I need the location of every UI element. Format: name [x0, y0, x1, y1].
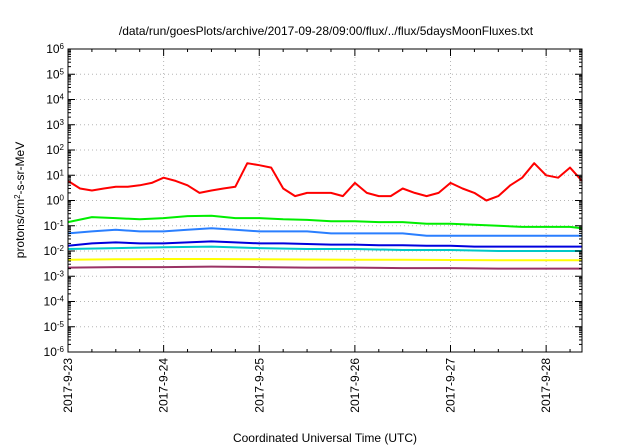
y-tick-label: 101 — [46, 168, 64, 183]
x-tick-label: 2017-9-27 — [444, 358, 458, 413]
y-tick-label-base: 10 — [46, 118, 60, 132]
series-line-1 — [67, 162, 583, 202]
series-line-3 — [67, 227, 582, 237]
x-axis: 2017-9-23 2017-9-24 2017-9-25 2017-9-26 2017… — [61, 49, 571, 413]
y-tick-label-exp: 4 — [60, 92, 65, 101]
y-tick-label: 105 — [46, 67, 64, 82]
y-tick-label-base: 10 — [44, 269, 58, 283]
y-tick-label: 10-4 — [44, 294, 65, 309]
grid — [68, 49, 582, 352]
x-tick-label: 2017-9-23 — [61, 358, 75, 413]
y-tick-label-base: 10 — [44, 219, 58, 233]
y-tick-label-exp: -6 — [57, 345, 65, 354]
y-tick-label-base: 10 — [46, 168, 60, 182]
y-tick-label-base: 10 — [46, 42, 60, 56]
y-axis-label: protons/cm2-s-sr-MeV — [13, 142, 28, 258]
y-tick-label: 106 — [46, 42, 64, 57]
x-tick-label: 2017-9-28 — [539, 358, 553, 413]
y-tick-label: 100 — [46, 193, 64, 208]
y-tick-label-base: 10 — [44, 295, 58, 309]
y-axis-label-post: -s-sr-MeV — [13, 142, 27, 195]
y-tick-label-exp: 3 — [60, 117, 65, 126]
series-line-5 — [67, 240, 582, 248]
series-line-7 — [67, 265, 582, 270]
x-tick-label: 2017-9-24 — [157, 358, 171, 413]
y-tick-label-base: 10 — [46, 93, 60, 107]
y-tick-label: 10-3 — [44, 269, 65, 284]
y-axis-label-pre: protons/cm — [13, 199, 27, 258]
y-tick-label-exp: 0 — [60, 193, 65, 202]
y-tick-label: 10-5 — [44, 319, 65, 334]
x-axis-label: Coordinated Universal Time (UTC) — [233, 431, 417, 445]
y-tick-label-exp: -1 — [57, 218, 65, 227]
y-tick-label-exp: -3 — [57, 269, 65, 278]
y-tick-label: 10-1 — [44, 218, 65, 233]
y-tick-label: 10-6 — [44, 345, 65, 360]
series-line-2 — [67, 214, 583, 230]
x-tick-label: 2017-9-26 — [348, 358, 362, 413]
series-group — [67, 162, 583, 270]
y-tick-label-base: 10 — [44, 320, 58, 334]
y-tick-label-exp: -5 — [57, 319, 65, 328]
y-tick-label-base: 10 — [46, 194, 60, 208]
y-tick-label-base: 10 — [44, 244, 58, 258]
y-tick-label-base: 10 — [44, 345, 58, 359]
y-tick-label: 103 — [46, 117, 64, 132]
y-tick-label-base: 10 — [46, 143, 60, 157]
y-tick-label-base: 10 — [46, 67, 60, 81]
y-tick-label-exp: 6 — [60, 42, 65, 51]
y-tick-label-exp: 2 — [60, 143, 65, 152]
y-tick-label: 102 — [46, 143, 64, 158]
chart-title: /data/run/goesPlots/archive/2017-09-28/0… — [119, 24, 534, 38]
y-tick-label-exp: 1 — [60, 168, 65, 177]
y-tick-label: 10-2 — [44, 244, 65, 259]
x-tick-label: 2017-9-25 — [252, 358, 266, 413]
series-line-4 — [67, 245, 582, 252]
y-tick-label-exp: 5 — [60, 67, 65, 76]
series-line-6 — [67, 258, 582, 262]
y-tick-label-exp: -4 — [57, 294, 65, 303]
y-axis-label-sup: 2 — [13, 194, 22, 199]
y-axis: 10610510410310210110010-110-210-310-410-… — [44, 42, 582, 360]
y-tick-label-exp: -2 — [57, 244, 65, 253]
y-tick-label: 104 — [46, 92, 64, 107]
